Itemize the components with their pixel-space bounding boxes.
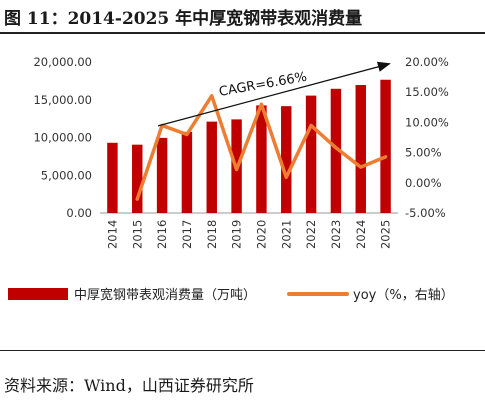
yoy-line: [135, 94, 388, 201]
consumption-chart: 0.00 5,000.00 10,000.00 15,000.00 20,000.00 -…: [8, 55, 454, 303]
bar-2020: [256, 105, 267, 213]
right-axis-tick-label: 0.00%: [405, 176, 442, 190]
left-axis-tick-label: 10,000.00: [33, 131, 92, 145]
x-axis-tick-label: 2015: [130, 220, 144, 249]
figure-title: 图 11：2014-2025 年中厚宽钢带表观消费量: [4, 9, 363, 29]
x-axis-tick-label: 2018: [205, 220, 219, 249]
legend-bar-label: 中厚宽钢带表观消费量（万吨）: [74, 287, 256, 303]
right-axis-tick-label: -5.00%: [405, 206, 446, 220]
bar-2018: [206, 121, 217, 213]
left-axis-tick-label: 5,000.00: [41, 168, 92, 182]
x-axis-tick-label: 2022: [304, 220, 318, 249]
bar-2022: [305, 95, 317, 213]
cagr-arrow: [157, 61, 391, 127]
x-axis-tick-label: 2021: [279, 220, 293, 249]
x-axis-tick-label: 2016: [155, 220, 169, 249]
cagr-label: CAGR=6.66%: [218, 70, 308, 100]
bar-2025: [380, 79, 391, 214]
left-axis-tick-label: 15,000.00: [33, 93, 92, 107]
source-note: 资料来源：Wind，山西证券研究所: [4, 376, 254, 395]
legend-bar-swatch: [8, 288, 68, 300]
bar-2023: [330, 88, 342, 213]
x-axis-tick-label: 2017: [180, 220, 194, 249]
x-axis-tick-label: 2025: [379, 220, 393, 249]
bar-2015: [132, 144, 143, 213]
right-axis-tick-label: 15.00%: [405, 85, 449, 99]
x-axis-tick-label: 2019: [230, 220, 244, 249]
bar-2016: [156, 137, 168, 213]
bar-2024: [355, 85, 366, 213]
x-axis-tick-label: 2023: [329, 220, 343, 249]
right-axis-tick-label: 20.00%: [405, 55, 449, 69]
x-axis-tick-label: 2014: [105, 220, 119, 249]
top-rule: [0, 32, 485, 34]
right-axis-tick-label: 5.00%: [405, 146, 442, 160]
bar-2014: [107, 142, 118, 213]
legend-line-label: yoy（%，右轴）: [353, 288, 454, 303]
right-axis-tick-label: 10.00%: [405, 115, 449, 129]
bottom-rule: [0, 350, 485, 351]
left-axis-tick-label: 20,000.00: [33, 55, 92, 69]
left-axis-tick-label: 0.00: [66, 206, 92, 220]
bar-2021: [281, 106, 292, 213]
x-axis-tick-label: 2024: [354, 220, 368, 249]
x-axis-tick-label: 2020: [254, 220, 268, 249]
bar-2017: [181, 131, 193, 213]
